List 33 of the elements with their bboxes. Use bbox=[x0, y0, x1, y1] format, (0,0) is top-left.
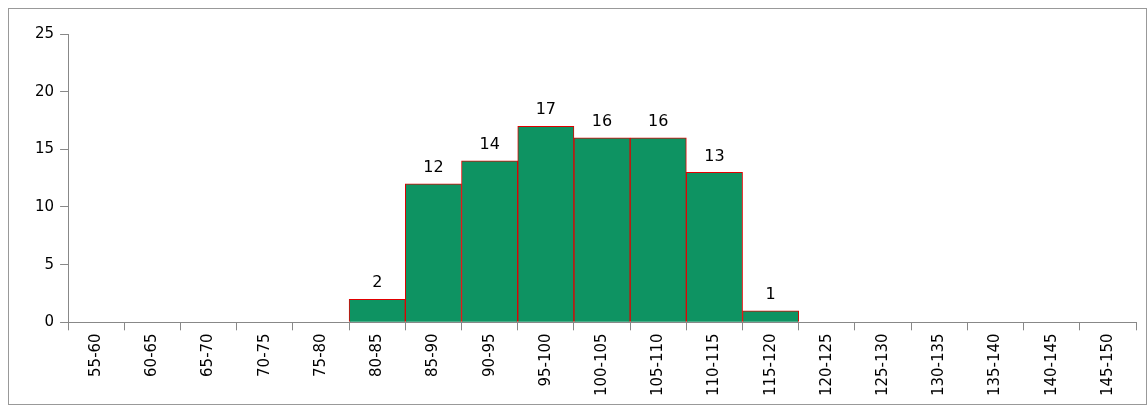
y-tick-label: 10 bbox=[34, 196, 55, 215]
x-tick-label: 105-110 bbox=[648, 333, 667, 397]
data-label: 2 bbox=[372, 272, 383, 292]
y-tick-label: 0 bbox=[44, 312, 55, 331]
data-label: 16 bbox=[591, 110, 613, 130]
y-tick-label: 25 bbox=[34, 23, 55, 42]
x-tick-label: 100-105 bbox=[591, 333, 610, 397]
x-tick-label: 75-80 bbox=[310, 333, 329, 377]
x-tick-label: 70-75 bbox=[254, 333, 273, 377]
x-tick-label: 95-100 bbox=[535, 333, 554, 387]
y-tick-label: 20 bbox=[34, 81, 55, 100]
x-tick-label: 115-120 bbox=[760, 333, 779, 397]
data-label: 12 bbox=[423, 157, 444, 177]
x-tick-label: 60-65 bbox=[142, 333, 161, 377]
x-tick-label: 125-130 bbox=[872, 333, 891, 397]
x-tick-label: 135-140 bbox=[985, 333, 1004, 397]
x-tick-label: 110-115 bbox=[704, 333, 723, 397]
x-tick-label: 90-95 bbox=[479, 333, 498, 377]
x-tick-label: 65-70 bbox=[198, 333, 217, 377]
x-tick-label: 120-125 bbox=[816, 333, 835, 397]
data-label: 14 bbox=[479, 134, 500, 154]
y-tick-label: 15 bbox=[34, 139, 55, 158]
x-tick-label: 130-135 bbox=[929, 333, 948, 397]
data-label: 17 bbox=[535, 99, 557, 119]
x-tick-label: 85-90 bbox=[423, 333, 442, 377]
x-tick-label: 80-85 bbox=[367, 333, 386, 377]
x-tick-label: 55-60 bbox=[86, 333, 105, 377]
data-label: 1 bbox=[765, 283, 776, 303]
data-label: 16 bbox=[648, 110, 669, 130]
x-tick-label: 140-145 bbox=[1041, 333, 1060, 397]
x-tick-label: 145-150 bbox=[1097, 333, 1116, 397]
data-label: 13 bbox=[704, 145, 725, 165]
y-tick-label: 5 bbox=[44, 254, 55, 273]
